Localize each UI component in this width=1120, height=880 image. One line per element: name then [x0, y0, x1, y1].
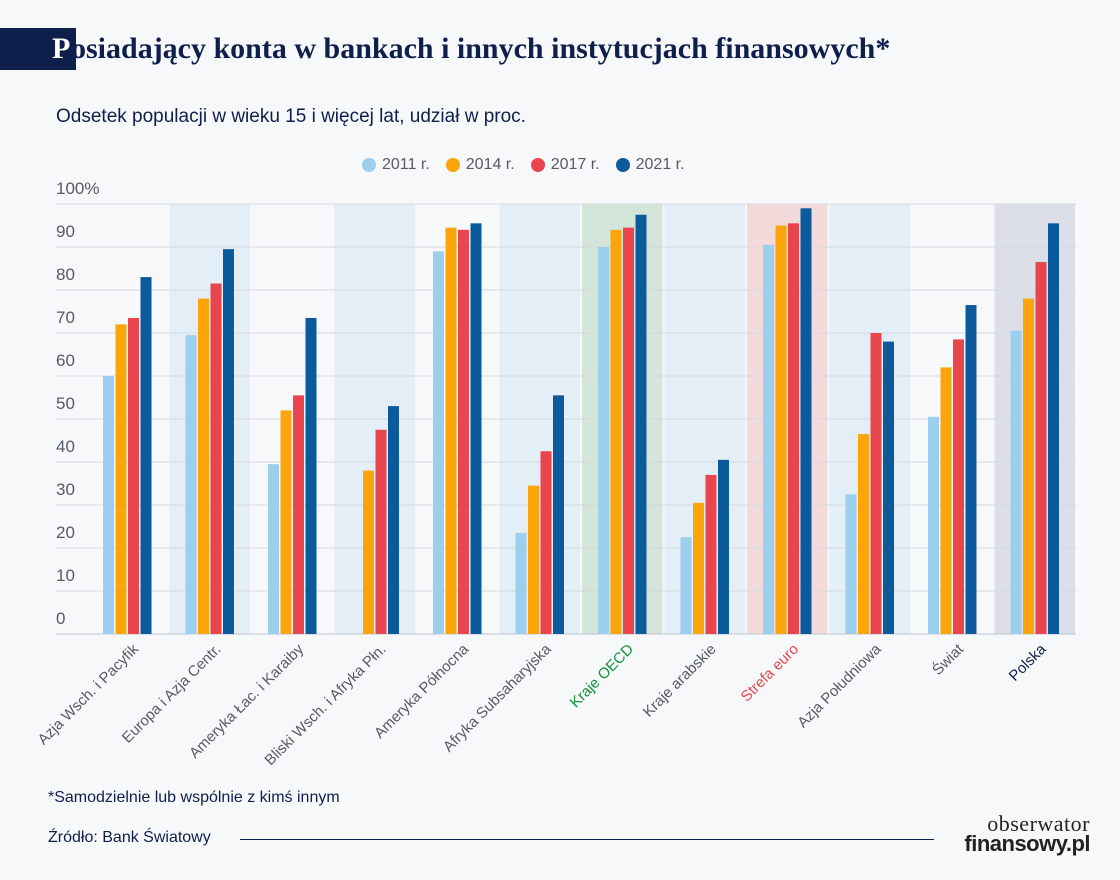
x-tick-label: Świat	[928, 640, 967, 679]
legend-dot-2014	[445, 158, 460, 172]
legend-label-2014: 2014 r.	[465, 156, 515, 173]
x-tick-label: Azja Południowa	[794, 640, 885, 731]
bar	[598, 247, 609, 634]
bar	[103, 376, 114, 634]
bar	[1048, 223, 1059, 634]
bar	[375, 429, 387, 634]
bar	[953, 339, 964, 634]
legend-label-2011: 2011 r.	[382, 156, 430, 173]
bar	[800, 208, 812, 635]
bar	[693, 502, 704, 634]
bar	[940, 367, 952, 634]
bar	[140, 277, 152, 634]
title-accent-bar	[0, 28, 76, 70]
y-tick-label: 80	[56, 265, 75, 284]
title-initial: P	[52, 32, 71, 65]
y-tick-label: 50	[56, 394, 75, 413]
bar	[280, 410, 292, 634]
bar	[185, 335, 197, 634]
bar	[705, 474, 717, 634]
bar	[388, 406, 399, 634]
bar	[458, 229, 469, 635]
legend-dot-2011	[362, 158, 376, 172]
bar	[528, 485, 539, 634]
bar	[870, 333, 882, 634]
y-tick-label: 20	[56, 523, 75, 542]
bar	[115, 324, 127, 634]
bar	[845, 494, 857, 634]
bar	[445, 227, 457, 634]
bar	[1035, 262, 1047, 634]
legend-item-2011: 2011 r.	[362, 156, 430, 174]
legend-dot-2017	[530, 158, 545, 172]
x-tick-label: Polska	[1006, 640, 1050, 684]
brand-logo[interactable]: obserwator finansowy.pl	[950, 811, 1090, 856]
chart-title: osiadający konta w bankach i innych inst…	[71, 32, 891, 65]
bar	[718, 459, 729, 634]
y-tick-label: 0	[56, 609, 65, 628]
logo-line-1: obserwator	[987, 811, 1090, 836]
bar	[305, 317, 317, 634]
bar	[788, 223, 799, 634]
x-tick-label: Strefa euro	[738, 641, 803, 706]
bar	[1010, 330, 1022, 634]
bar	[680, 537, 692, 634]
bar	[198, 298, 209, 634]
y-tick-label: 60	[56, 351, 75, 370]
bar	[635, 214, 647, 634]
bar	[128, 317, 139, 634]
chart-subtitle: Odsetek populacji w wieku 15 i więcej la…	[56, 106, 526, 127]
source-divider	[240, 839, 934, 840]
bar	[883, 341, 894, 634]
legend-item-2017: 2017 r.	[530, 156, 600, 174]
bar	[928, 416, 939, 634]
y-tick-label: 90	[56, 222, 75, 241]
bar	[623, 227, 634, 634]
bar	[515, 532, 527, 634]
y-tick-label: 40	[56, 437, 75, 456]
bar	[268, 464, 279, 634]
legend: 2011 r. 2014 r. 2017 r. 2021 r.	[362, 156, 685, 174]
legend-item-2014: 2014 r.	[445, 156, 515, 174]
bar	[210, 283, 222, 634]
bar	[433, 251, 444, 635]
legend-item-2021: 2021 r.	[615, 156, 685, 174]
x-tick-label: Kraje OECD	[567, 641, 637, 711]
legend-dot-2021	[615, 158, 630, 172]
bar	[610, 229, 622, 635]
y-tick-label: 100%	[56, 179, 99, 198]
legend-label-2021: 2021 r.	[635, 156, 685, 173]
source-note: Źródło: Bank Światowy	[48, 829, 211, 846]
bar	[223, 249, 234, 634]
bar	[965, 305, 977, 634]
legend-label-2017: 2017 r.	[550, 156, 600, 173]
y-tick-label: 70	[56, 308, 75, 327]
bar	[775, 225, 787, 634]
bar	[470, 223, 482, 634]
y-tick-label: 30	[56, 480, 75, 499]
bar	[540, 451, 552, 634]
bar	[858, 434, 869, 634]
bar	[553, 395, 564, 634]
logo-line-2: finansowy.pl	[964, 831, 1090, 856]
bar	[1023, 298, 1034, 634]
x-tick-label: Kraje arabskie	[640, 641, 720, 721]
bar	[363, 470, 374, 634]
y-tick-label: 10	[56, 566, 75, 585]
bar	[763, 244, 774, 634]
bar	[293, 395, 304, 634]
footnote: *Samodzielnie lub wspólnie z kimś innym	[48, 789, 340, 806]
